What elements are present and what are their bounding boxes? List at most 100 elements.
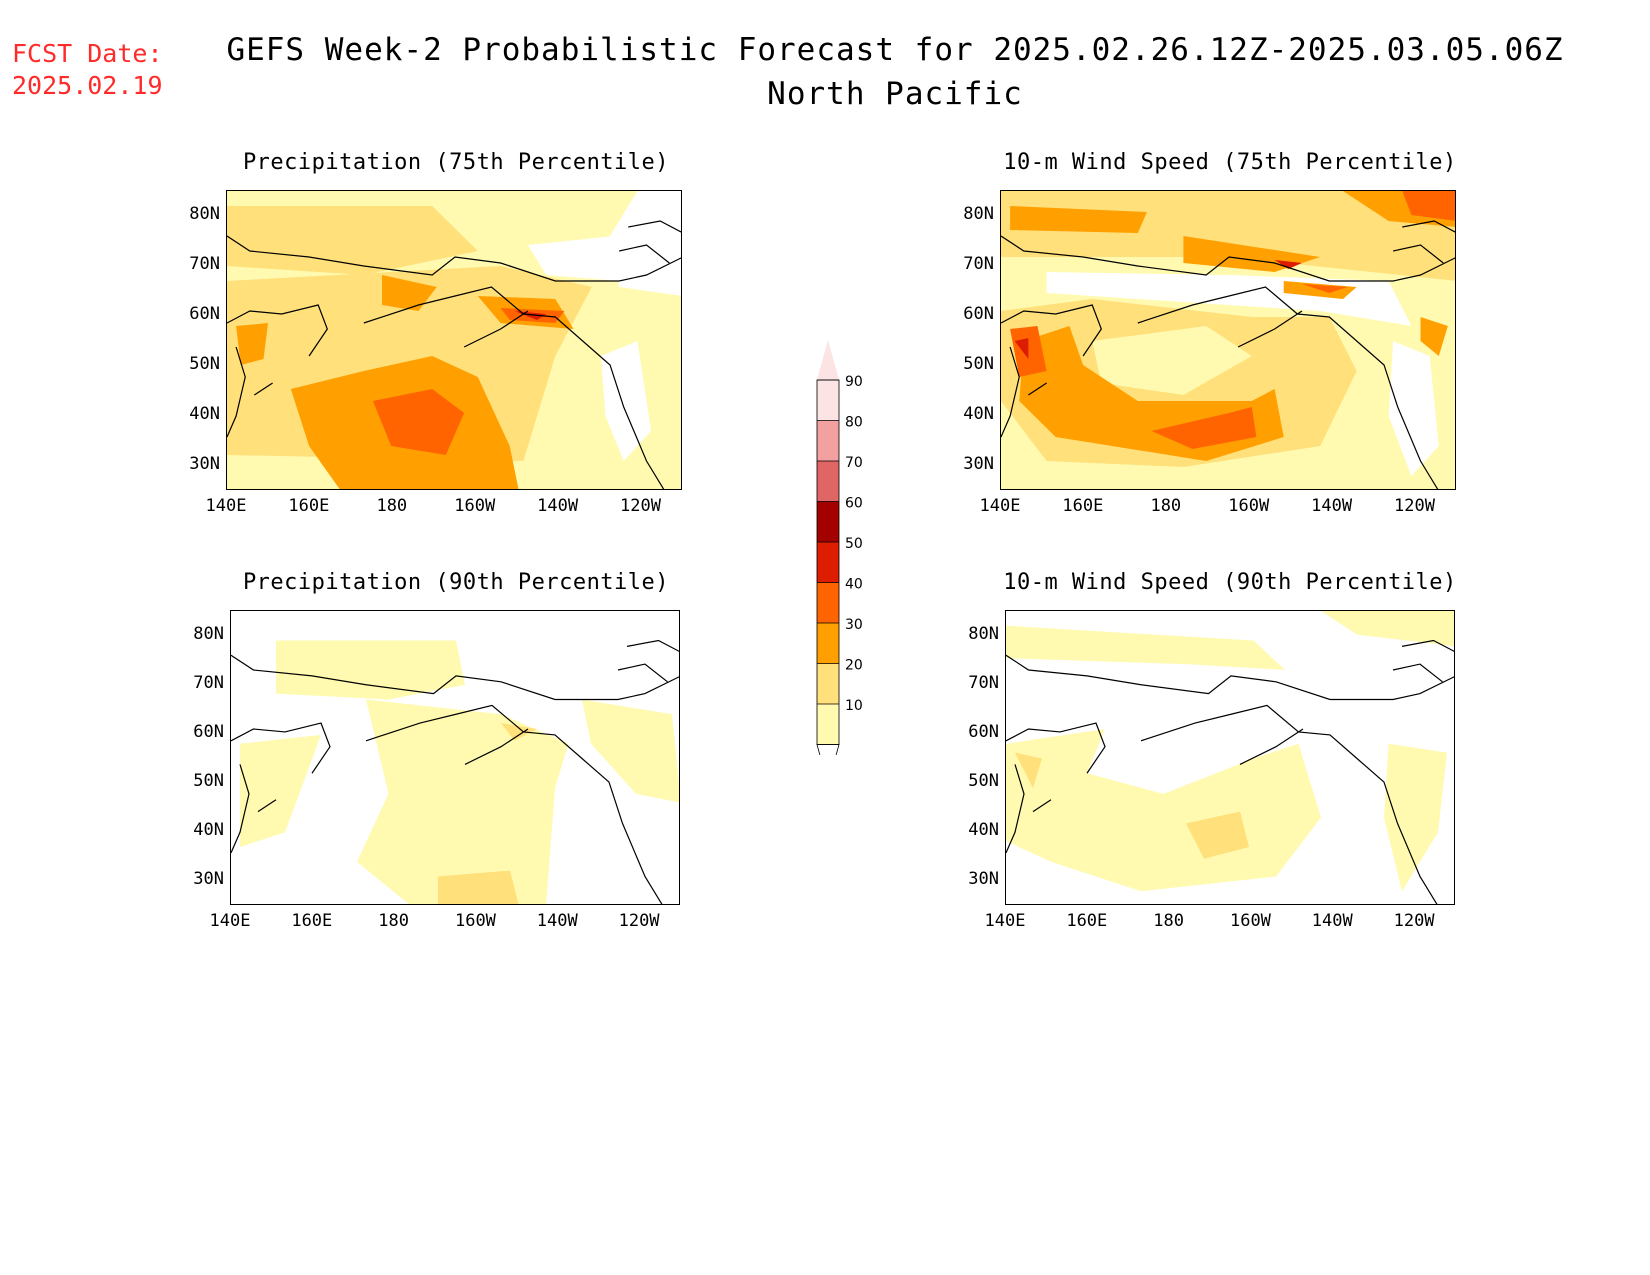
colorbar-label: 40 — [845, 577, 863, 593]
region-title: North Pacific — [767, 76, 1023, 112]
coastline — [1141, 705, 1438, 905]
shaded-region — [1151, 407, 1257, 449]
coastline — [227, 347, 245, 437]
colorbar-label: 30 — [845, 617, 863, 633]
map-field — [227, 191, 682, 490]
coastline — [1006, 655, 1455, 699]
coastline — [1006, 723, 1105, 773]
coastline — [258, 800, 276, 812]
coastline — [1006, 764, 1024, 853]
lon-tick-label: 160W — [1229, 911, 1271, 931]
shaded-region — [582, 699, 679, 803]
coastline — [464, 311, 528, 347]
coastline — [1001, 236, 1456, 281]
coastline — [1001, 305, 1101, 356]
main-title: GEFS Week-2 Probabilistic Forecast for 2… — [226, 32, 1564, 68]
map-field — [231, 611, 680, 905]
lat-tick-label: 80N — [189, 204, 220, 224]
coastline — [619, 245, 669, 263]
lat-tick-label: 70N — [189, 254, 220, 274]
lat-tick-label: 30N — [968, 869, 999, 890]
shaded-region — [1006, 729, 1321, 892]
lat-tick-label: 50N — [963, 354, 994, 374]
map-field — [1006, 611, 1455, 905]
shaded-region — [1388, 341, 1439, 476]
lon-tick-label: 180 — [378, 911, 409, 931]
shaded-region — [1321, 611, 1454, 647]
map-precip-90 — [230, 610, 680, 905]
colorbar-frame — [816, 379, 840, 745]
fcst-date-label: FCST Date: — [12, 39, 163, 68]
coastline — [1393, 245, 1443, 263]
coastline — [465, 729, 528, 764]
panel-title-wind-75: 10-m Wind Speed (75th Percentile) — [1003, 150, 1457, 175]
colorbar-tip-top — [817, 340, 839, 380]
coastline — [364, 287, 665, 490]
coastline — [227, 236, 682, 281]
coastline — [231, 655, 680, 699]
panel-title-wind-90: 10-m Wind Speed (90th Percentile) — [1003, 570, 1457, 595]
colorbar-label: 10 — [845, 698, 863, 714]
shaded-region — [1283, 281, 1357, 299]
shaded-region — [372, 389, 465, 455]
coastline — [227, 305, 327, 356]
colorbar-swatch — [817, 542, 839, 583]
map-field — [1001, 191, 1456, 490]
lon-tick-label: 180 — [1153, 911, 1184, 931]
lon-tick-label: 140W — [1311, 496, 1353, 516]
lat-tick-label: 80N — [968, 623, 999, 644]
coastline — [231, 723, 330, 773]
lat-tick-label: 80N — [963, 204, 994, 224]
colorbar-label: 50 — [845, 536, 863, 552]
colorbar-swatch — [817, 582, 839, 623]
shaded-region — [382, 275, 437, 311]
lon-tick-label: 160E — [1062, 496, 1104, 516]
colorbar-swatch — [817, 663, 839, 704]
coastline — [231, 764, 249, 853]
colorbar-swatch — [817, 420, 839, 461]
map-precip-75 — [226, 190, 682, 490]
shaded-region — [227, 206, 478, 275]
colorbar-swatch — [817, 704, 839, 745]
shaded-region — [240, 734, 321, 847]
fcst-date: FCST Date: 2025.02.19 — [12, 38, 163, 102]
map-wind-75 — [1000, 190, 1456, 490]
lat-tick-label: 60N — [963, 304, 994, 324]
shaded-region — [1301, 284, 1348, 293]
colorbar-tip-bottom — [816, 744, 840, 755]
shaded-region — [610, 191, 681, 296]
lon-tick-label: 160E — [288, 496, 330, 516]
colorbar-label: 80 — [845, 415, 863, 431]
coastline — [1138, 287, 1439, 490]
lon-tick-label: 160W — [1228, 496, 1270, 516]
colorbar-label: 70 — [845, 455, 863, 471]
lon-tick-label: 120W — [1394, 496, 1435, 516]
coastline — [254, 383, 272, 395]
lon-tick-label: 160E — [1066, 911, 1108, 931]
lat-tick-label: 50N — [193, 771, 224, 792]
shaded-region — [438, 870, 519, 904]
lat-tick-label: 50N — [968, 771, 999, 792]
shaded-region — [1014, 338, 1029, 359]
shaded-region — [1384, 743, 1447, 892]
lat-tick-label: 30N — [963, 454, 994, 474]
lat-tick-label: 50N — [189, 354, 220, 374]
lat-tick-label: 40N — [968, 820, 999, 841]
shaded-region — [276, 640, 465, 700]
lat-tick-label: 30N — [189, 454, 220, 474]
coastline — [366, 705, 663, 905]
lat-tick-label: 60N — [193, 721, 224, 742]
coastline — [628, 221, 682, 233]
colorbar-swatch — [817, 380, 839, 421]
lat-tick-label: 40N — [193, 820, 224, 841]
colorbar-swatch — [817, 623, 839, 664]
colorbar-label: 60 — [845, 496, 863, 512]
lon-tick-label: 160W — [454, 496, 496, 516]
shaded-region — [600, 341, 652, 461]
lon-tick-label: 120W — [618, 911, 660, 931]
lon-tick-label: 140W — [1311, 911, 1353, 931]
shaded-region — [236, 323, 269, 365]
coastline — [627, 641, 680, 653]
shaded-region — [1006, 625, 1285, 670]
shaded-region — [1402, 191, 1455, 221]
